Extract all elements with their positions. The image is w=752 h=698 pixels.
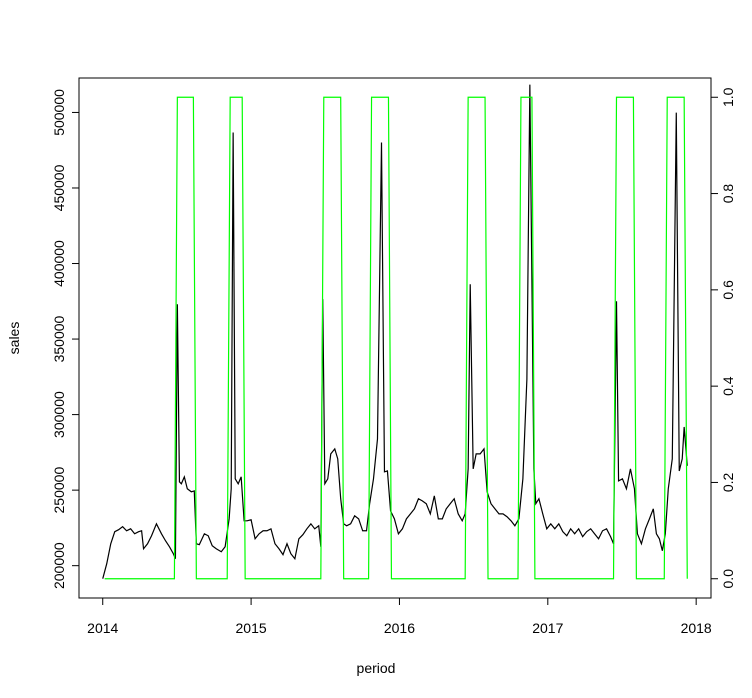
y-tick-label: 500000 <box>51 89 67 136</box>
y-axis-title: sales <box>6 322 22 355</box>
y2-tick-label: 0.2 <box>720 473 736 493</box>
series-line <box>104 96 688 580</box>
y2-tick-label: 0.8 <box>720 184 736 204</box>
x-tick-label: 2016 <box>384 620 415 636</box>
y-tick-label: 250000 <box>51 467 67 514</box>
y-tick-label: 350000 <box>51 315 67 362</box>
y-tick-label: 400000 <box>51 240 67 287</box>
y2-tick-label: 0.6 <box>720 280 736 300</box>
y2-tick-label: 0.0 <box>720 569 736 589</box>
x-tick-label: 2014 <box>87 620 118 636</box>
x-tick-label: 2018 <box>681 620 712 636</box>
x-tick-label: 2017 <box>532 620 563 636</box>
series-line <box>102 84 688 579</box>
y2-tick-label: 0.4 <box>720 376 736 396</box>
y-tick-label: 200000 <box>51 542 67 589</box>
x-tick-label: 2015 <box>236 620 267 636</box>
y-tick-label: 450000 <box>51 164 67 211</box>
y-tick-label: 300000 <box>51 391 67 438</box>
x-axis-title: period <box>357 660 396 676</box>
y2-tick-label: 1.0 <box>720 87 736 107</box>
